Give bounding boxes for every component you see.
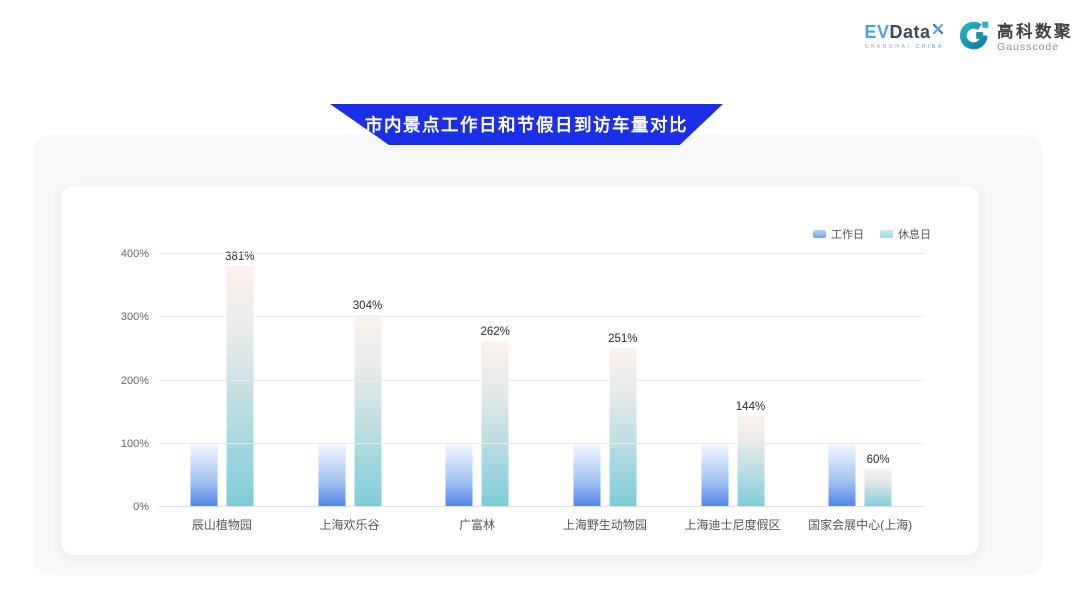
bar-休息日: 304% (353, 300, 382, 507)
bar-工作日 (190, 443, 218, 507)
bar-休息日: 60% (864, 454, 892, 507)
bar-工作日 (573, 443, 601, 507)
bar-group: 60% 国家会展中心(上海) (808, 254, 912, 532)
gausscode-logo: 高科数聚 Gausscode (959, 20, 1073, 56)
y-axis-tick: 0% (133, 501, 149, 513)
legend-item-工作日[interactable]: 工作日 (813, 226, 864, 242)
gridline (158, 253, 924, 254)
y-axis-tick: 300% (120, 311, 149, 324)
chart-card: 工作日 休息日 0% 100% 200% 300% 400% 381% 辰山植物园 304% 上海… (60, 185, 980, 556)
legend-label: 工作日 (831, 229, 864, 241)
evdata-data-text: Data (889, 22, 931, 42)
bar-group: 251% 上海野生动物园 (563, 254, 647, 532)
x-axis-label: 上海野生动物园 (562, 518, 647, 532)
bar-value-label: 262% (480, 326, 510, 339)
evdata-wordmark: EV Data (865, 23, 943, 41)
bar-工作日 (701, 443, 728, 507)
gridline (158, 316, 924, 318)
legend-item-休息日[interactable]: 休息日 (880, 226, 931, 242)
evdata-tagline-right: CHINA (915, 44, 944, 50)
bar-group: 381% 辰山植物园 (190, 251, 255, 532)
gausscode-cn-label: 高科数聚 (997, 22, 1073, 41)
page-title: 市内景点工作日和节假日到访车量对比 (365, 115, 688, 135)
plot-area: 0% 100% 200% 300% 400% 381% 辰山植物园 304% 上海欢乐谷 262%… (121, 248, 924, 532)
x-axis-label: 广富林 (459, 518, 496, 532)
bar-value-label: 251% (608, 333, 638, 346)
title-banner: 市内景点工作日和节假日到访车量对比 (330, 104, 723, 145)
bar-休息日: 251% (608, 333, 638, 507)
legend-label: 休息日 (898, 229, 931, 241)
evdata-ev-text: EV (864, 22, 890, 42)
bar-group: 262% 广富林 (445, 254, 510, 532)
gridline (158, 506, 924, 507)
x-axis-label: 上海迪士尼度假区 (684, 518, 781, 532)
bar-value-label: 304% (352, 299, 383, 312)
y-axis-tick: 400% (120, 248, 149, 260)
evdata-tagline: SHANGHAI CHINA (865, 44, 944, 50)
legend-marker-icon (813, 230, 826, 238)
bar-休息日: 381% (225, 251, 255, 507)
bar-休息日: 262% (480, 326, 510, 507)
gridline (158, 379, 924, 381)
bar-工作日 (318, 443, 345, 507)
header-logos: EV Data SHANGHAI CHINA 高科数聚 Gausscode (865, 20, 1073, 56)
chart-legend: 工作日 休息日 (813, 226, 931, 242)
gausscode-g-icon (959, 20, 990, 56)
x-axis-label: 辰山植物园 (191, 518, 252, 532)
bar-工作日 (828, 443, 856, 507)
gausscode-text: 高科数聚 Gausscode (997, 23, 1073, 54)
evdata-logo: EV Data SHANGHAI CHINA (865, 20, 944, 50)
evdata-tagline-left: SHANGHAI (864, 44, 912, 50)
bar-value-label: 381% (225, 251, 255, 264)
evdata-x-icon (932, 19, 943, 37)
bar-工作日 (445, 443, 473, 507)
x-axis-label: 国家会展中心(上海) (808, 518, 913, 532)
x-axis-label: 上海欢乐谷 (319, 518, 380, 532)
bar-value-label: 144% (735, 400, 766, 413)
bar-休息日: 144% (736, 401, 765, 507)
y-axis-tick: 200% (120, 374, 149, 387)
gausscode-en-label: Gausscode (997, 40, 1060, 53)
bar-group: 304% 上海欢乐谷 (318, 254, 382, 532)
legend-marker-icon (880, 230, 893, 238)
bar-group: 144% 上海迪士尼度假区 (684, 254, 780, 532)
gridline (158, 442, 924, 444)
content-panel: 工作日 休息日 0% 100% 200% 300% 400% 381% 辰山植物园 304% 上海… (33, 135, 1043, 575)
y-axis-tick: 100% (120, 437, 149, 450)
bar-value-label: 60% (866, 454, 890, 467)
